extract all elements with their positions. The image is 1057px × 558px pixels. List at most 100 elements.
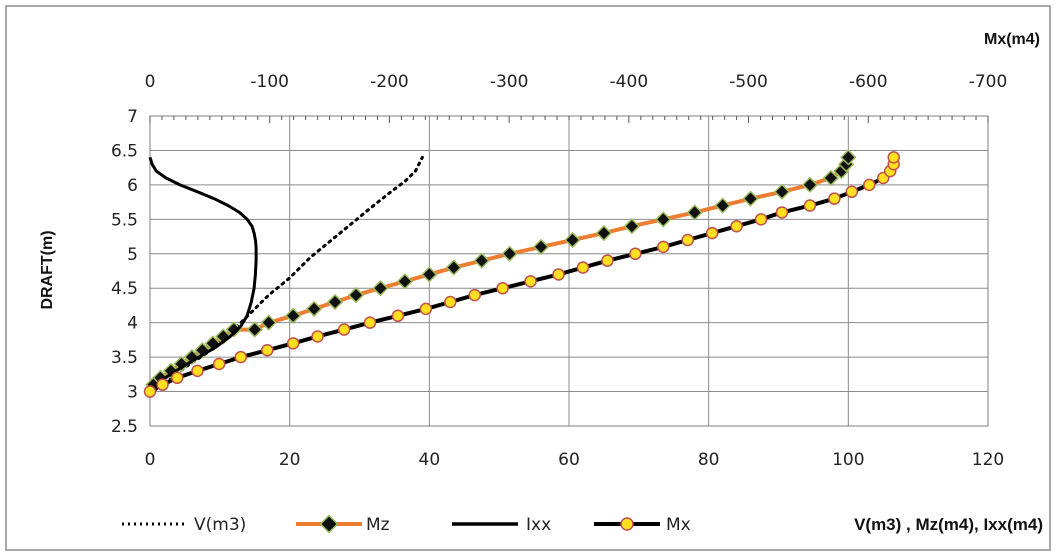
series-1-point-25 — [655, 211, 672, 228]
series-1-point-17 — [421, 266, 438, 283]
y-tick-label-8: 6.5 — [111, 141, 138, 161]
series-1-point-10 — [260, 314, 277, 331]
series-3-point-21 — [657, 240, 670, 254]
series-3-point-2 — [170, 371, 184, 385]
legend-swatch-mz-marker — [319, 514, 339, 534]
series-3-point-24 — [730, 219, 743, 233]
series-1-point-28 — [742, 190, 759, 207]
y-tick-label-5: 5 — [127, 245, 138, 265]
y-tick-label-4: 4.5 — [111, 279, 138, 299]
series-2 — [148, 156, 258, 393]
series-3-point-3 — [191, 364, 204, 378]
series-3-point-7 — [286, 337, 300, 350]
x-top-tick-label-6: -600 — [849, 72, 888, 92]
series-3-point-26 — [775, 206, 789, 219]
series-1-point-13 — [326, 293, 344, 311]
series-1-point-14 — [347, 286, 365, 304]
series-3-point-11 — [391, 309, 405, 323]
series-3-point-6 — [261, 343, 274, 357]
x-bottom-tick-label-4: 80 — [698, 450, 720, 470]
series-3-point-29 — [845, 185, 859, 199]
legend: V(m3) Mz Ixx Mx — [122, 514, 691, 535]
series-3-point-16 — [524, 275, 537, 288]
series-1-point-31 — [822, 169, 840, 187]
x-bottom-tick-label-2: 40 — [419, 450, 441, 470]
series-3-point-27 — [803, 199, 817, 212]
x-top-tick-label-7: -700 — [969, 72, 1008, 92]
series-3-point-34 — [887, 151, 900, 164]
bottom-axis-title: V(m3) , Mz(m4), Ixx(m4) — [854, 515, 1043, 534]
series-1-point-29 — [773, 183, 791, 200]
y-tick-label-0: 2.5 — [111, 417, 138, 437]
series-3-point-13 — [444, 295, 457, 309]
series-3-point-19 — [601, 254, 614, 267]
series-1-point-18 — [445, 259, 462, 276]
x-top-tick-label-4: -400 — [610, 72, 649, 92]
x-bottom-tick-label-1: 20 — [279, 450, 301, 470]
series-1-point-16 — [396, 273, 414, 290]
series-1-point-8 — [225, 321, 242, 338]
series-1-point-21 — [532, 238, 550, 256]
series-1-point-3 — [173, 355, 190, 373]
series-1-point-12 — [305, 300, 323, 318]
y-tick-label-2: 3.5 — [111, 348, 138, 368]
y-tick-label-6: 5.5 — [111, 210, 138, 230]
series-3-point-28 — [828, 192, 841, 205]
legend-label-ixx: Ixx — [526, 515, 551, 535]
series-3-point-10 — [363, 316, 377, 329]
series-1-point-15 — [372, 280, 389, 297]
series-3-point-25 — [754, 213, 768, 226]
x-bottom-tick-label-0: 0 — [145, 450, 156, 470]
series-1-point-22 — [564, 231, 581, 249]
x-bottom-tick-label-6: 120 — [972, 450, 1004, 470]
series-layer — [143, 149, 900, 398]
y-tick-label-1: 3 — [127, 383, 138, 403]
x-top-tick-label-0: 0 — [145, 72, 156, 92]
legend-label-mz: Mz — [366, 515, 390, 535]
tick-marks — [149, 116, 989, 123]
y-tick-label-9: 7 — [127, 107, 138, 127]
series-1-point-9 — [246, 321, 263, 338]
series-1-point-26 — [686, 204, 703, 221]
series-3-point-0 — [143, 385, 157, 398]
legend-item-mx: Mx — [594, 515, 691, 535]
series-1-point-11 — [285, 307, 302, 324]
series-3-point-1 — [156, 378, 169, 391]
series-1 — [145, 149, 857, 393]
legend-item-mz: Mz — [296, 514, 390, 535]
series-3-point-15 — [496, 281, 509, 295]
top-axis-title: Mx(m4) — [984, 31, 1040, 48]
legend-label-v: V(m3) — [194, 515, 246, 535]
x-bottom-tick-label-5: 100 — [832, 450, 864, 470]
series-1-point-20 — [501, 245, 518, 262]
series-1-point-23 — [595, 224, 613, 242]
legend-item-ixx: Ixx — [452, 515, 551, 535]
series-3-point-9 — [337, 323, 351, 336]
legend-item-v: V(m3) — [122, 515, 246, 535]
series-3-point-8 — [311, 330, 324, 343]
x-bottom-tick-label-3: 60 — [558, 450, 580, 470]
x-top-tick-label-5: -500 — [729, 72, 768, 92]
y-tick-label-7: 6 — [127, 176, 138, 196]
series-3-point-17 — [552, 268, 565, 281]
x-top-tick-label-1: -100 — [250, 72, 289, 92]
series-3-point-5 — [234, 350, 248, 364]
y-tick-label-3: 4 — [127, 314, 138, 334]
series-3 — [143, 151, 900, 398]
legend-label-mx: Mx — [666, 515, 691, 535]
series-3-point-20 — [629, 247, 642, 261]
series-1-point-30 — [801, 176, 819, 194]
series-line-2 — [148, 156, 258, 393]
series-1-point-27 — [714, 197, 731, 214]
series-3-point-12 — [419, 302, 433, 316]
series-3-point-23 — [705, 226, 719, 240]
series-1-point-19 — [473, 252, 490, 269]
series-1-point-24 — [623, 218, 640, 235]
x-top-tick-label-2: -200 — [370, 72, 409, 92]
x-top-tick-label-3: -300 — [490, 72, 529, 92]
series-3-point-14 — [468, 288, 481, 302]
series-3-point-22 — [681, 233, 694, 247]
